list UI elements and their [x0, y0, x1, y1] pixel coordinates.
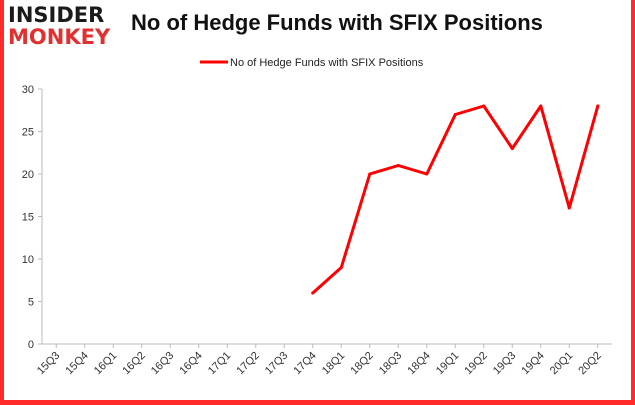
x-tick-label: 17Q2: [234, 350, 262, 378]
data-point: [396, 164, 400, 167]
x-tick-label: 18Q4: [405, 350, 433, 378]
x-tick-label: 17Q3: [263, 350, 291, 378]
data-point: [482, 104, 486, 108]
legend-label: No of Hedge Funds with SFIX Positions: [230, 57, 424, 69]
y-tick-label: 0: [28, 339, 34, 351]
y-tick-label: 20: [22, 169, 34, 181]
data-point: [368, 172, 372, 176]
x-tick-label: 20Q1: [548, 350, 576, 378]
chart-title: No of Hedge Funds with SFIX Positions: [131, 10, 543, 35]
logo-line-1: INSIDER: [8, 3, 105, 27]
data-point: [311, 291, 315, 295]
series-line: [311, 104, 600, 295]
y-tick-label: 5: [28, 297, 34, 309]
data-point: [596, 104, 600, 108]
x-tick-label: 20Q2: [576, 350, 604, 378]
logo-line-2: MONKEY: [8, 25, 111, 49]
data-point: [539, 104, 543, 108]
x-tick-label: 19Q3: [491, 350, 519, 378]
series-layer: [311, 104, 600, 295]
data-point: [510, 147, 514, 150]
x-tick-label: 19Q2: [462, 350, 490, 378]
y-axis-ticks: 0 5 10 15 20 25 30: [22, 84, 42, 351]
data-point: [339, 266, 343, 269]
data-point: [453, 113, 457, 116]
x-tick-label: 16Q1: [92, 350, 120, 378]
x-tick-label: 16Q4: [177, 350, 205, 378]
x-tick-label: 16Q2: [120, 350, 148, 378]
insider-monkey-logo: INSIDER MONKEY: [8, 4, 110, 48]
x-tick-label: 16Q3: [149, 350, 177, 378]
x-tick-label: 19Q4: [519, 350, 547, 378]
data-point: [425, 172, 429, 176]
x-axis-ticks: 15Q3 15Q4 16Q1 16Q2 16Q3 16Q4 17Q1 17Q2 17Q3 17Q4…: [35, 344, 604, 377]
x-tick-label: 15Q3: [35, 350, 63, 378]
x-tick-label: 19Q1: [434, 350, 462, 378]
legend: No of Hedge Funds with SFIX Positions: [200, 57, 424, 69]
data-point: [567, 206, 571, 210]
x-tick-label: 18Q2: [348, 350, 376, 378]
y-tick-label: 25: [22, 127, 34, 139]
y-tick-label: 15: [22, 212, 34, 224]
x-tick-label: 17Q4: [291, 350, 319, 378]
x-tick-label: 18Q3: [377, 350, 405, 378]
x-tick-label: 15Q4: [63, 350, 91, 378]
y-tick-label: 10: [22, 254, 34, 266]
y-tick-label: 30: [22, 84, 34, 96]
x-tick-label: 17Q1: [206, 350, 234, 378]
x-tick-label: 18Q1: [320, 350, 348, 378]
